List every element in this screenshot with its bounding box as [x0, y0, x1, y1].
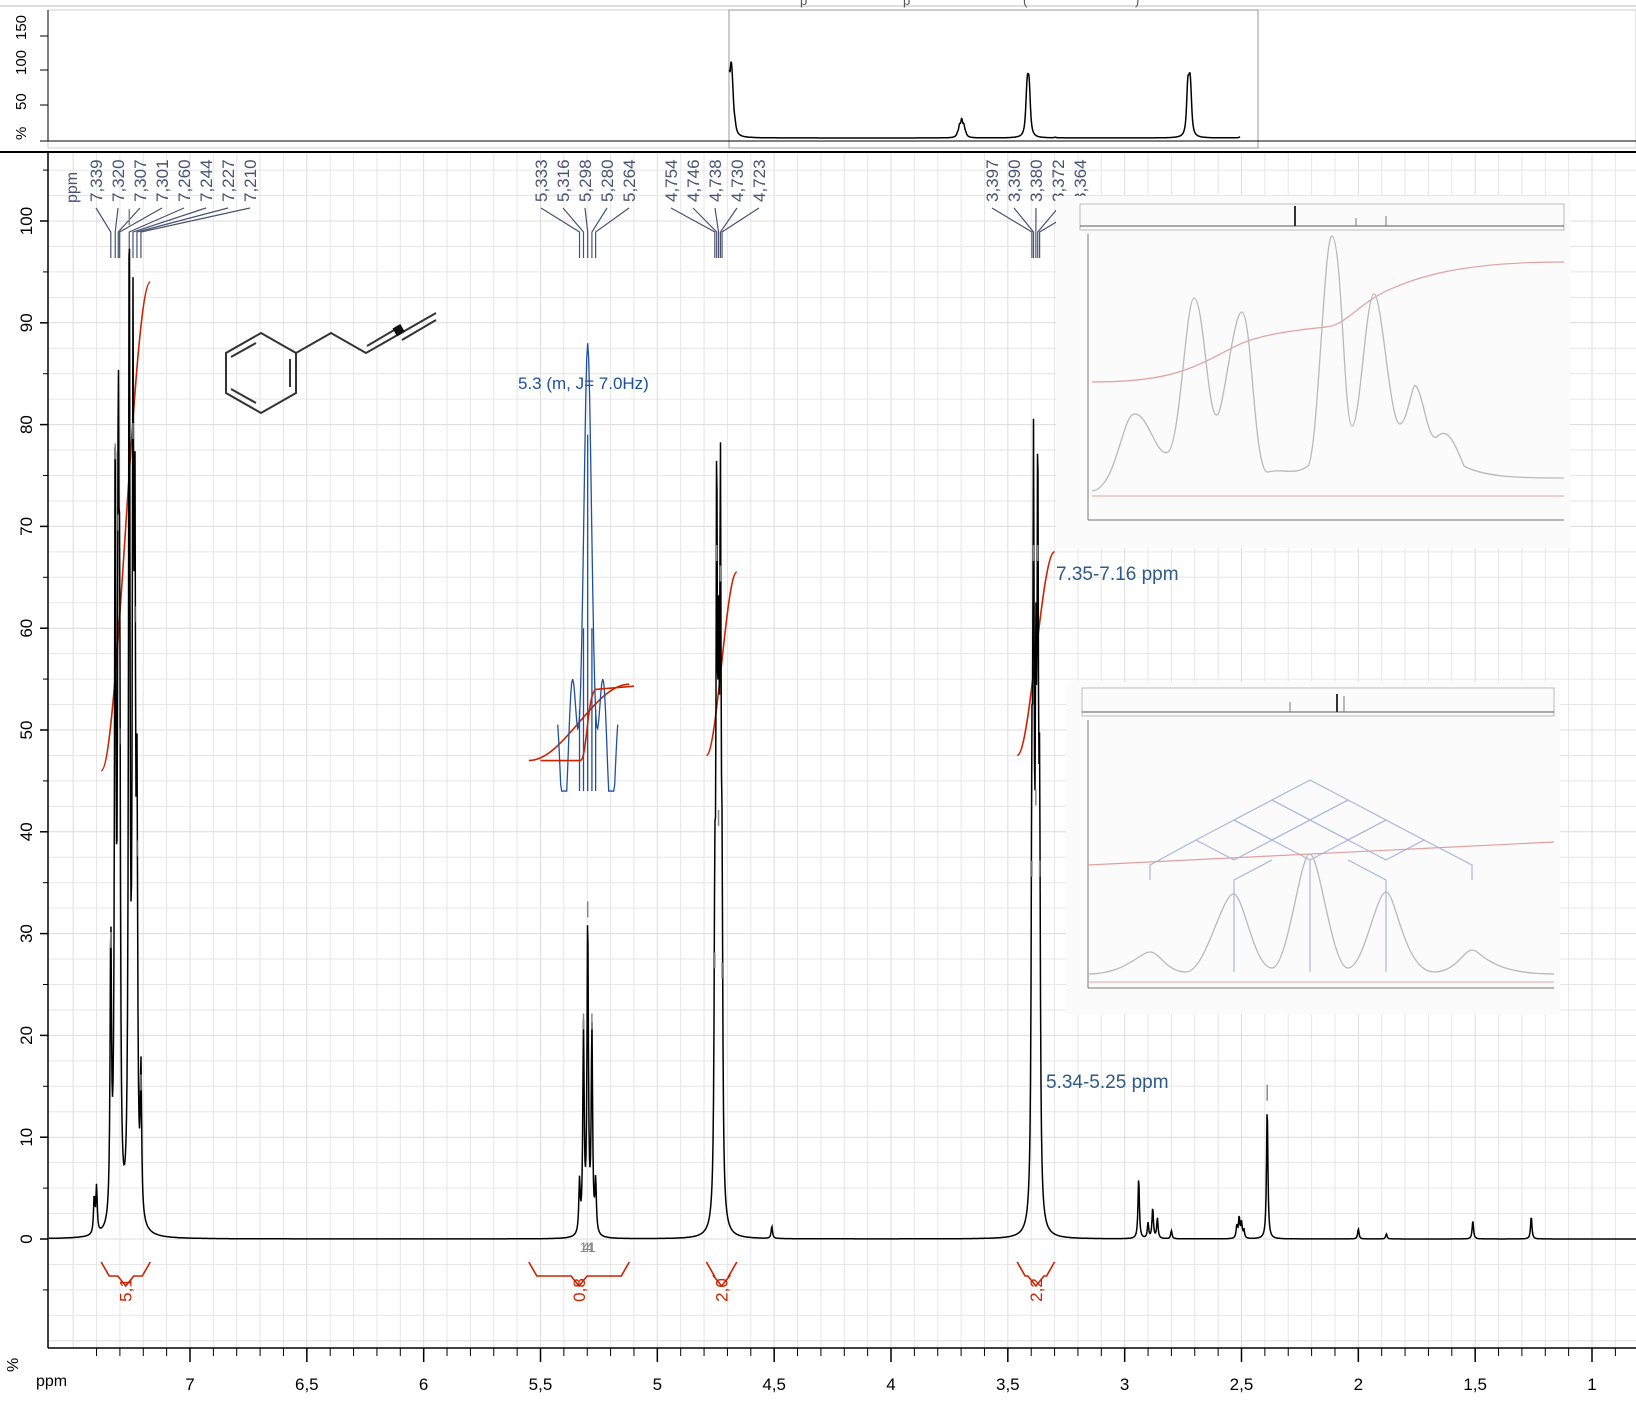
multiplet-count-label: 1 — [588, 1239, 596, 1255]
multiplet-label: 5.3 (m, J= 7.0Hz) — [518, 374, 649, 393]
peak-label: 3,372 — [1049, 159, 1068, 202]
peak-label: 3,380 — [1027, 159, 1046, 202]
peak-label: 5,264 — [620, 159, 639, 202]
x-tick-label: 6,5 — [295, 1375, 319, 1394]
peak-label: 4,754 — [662, 159, 681, 202]
overview-title-c: ( — [1023, 0, 1028, 8]
inset-aromatic-zoom[interactable] — [1056, 196, 1570, 548]
x-tick-label: 7 — [185, 1375, 194, 1394]
peak-label: 3,390 — [1005, 159, 1024, 202]
peak-label: 3,364 — [1071, 159, 1090, 202]
x-tick-label: 1 — [1587, 1375, 1596, 1394]
overview-y-tick-50: 50 — [13, 93, 30, 110]
integral-value: 0,8 — [570, 1278, 589, 1302]
inset-2-caption: 5.34-5.25 ppm — [1046, 1072, 1169, 1093]
y-tick-label: 20 — [17, 1026, 36, 1045]
y-tick-label: 80 — [17, 415, 36, 434]
peak-leader-line — [563, 208, 583, 258]
x-tick-label: 5,5 — [529, 1375, 553, 1394]
peak-leader-line — [720, 208, 737, 258]
peak-leader-line — [1014, 208, 1034, 258]
overview-y-tick-100: 100 — [13, 50, 30, 75]
overview-strip: 150 100 50 % p p ( ) — [0, 0, 1636, 148]
y-tick-label: 90 — [17, 313, 36, 332]
peak-leader-line — [992, 208, 1032, 258]
peak-label: 4,723 — [750, 159, 769, 202]
x-tick-label: 5 — [653, 1375, 662, 1394]
peak-leader-line — [592, 208, 607, 258]
x-tick-label: 4,5 — [762, 1375, 786, 1394]
overview-title-b: p — [903, 0, 910, 8]
y-axis-label: % — [5, 1358, 22, 1372]
x-tick-label: 2,5 — [1230, 1375, 1254, 1394]
integral-value: 2,0 — [713, 1278, 732, 1302]
y-tick-label: 0 — [17, 1234, 36, 1243]
x-tick-label: 6 — [419, 1375, 428, 1394]
x-tick-label: 3,5 — [996, 1375, 1020, 1394]
peak-label: 5,316 — [554, 159, 573, 202]
peak-label-ppm-word: ppm — [64, 172, 81, 203]
peak-label: 3,397 — [983, 159, 1002, 202]
x-tick-label: 1,5 — [1463, 1375, 1487, 1394]
integral-value: 5,1 — [117, 1278, 136, 1302]
overview-title-d: ) — [1135, 0, 1139, 8]
inset-olefinic-zoom[interactable] — [1066, 682, 1560, 1014]
peak-leader-line — [693, 208, 717, 258]
peak-label: 4,746 — [684, 159, 703, 202]
peak-leader-line — [96, 208, 111, 258]
peak-label: 7,301 — [153, 159, 172, 202]
peak-leader-line — [671, 208, 715, 258]
integrals: 5,1 0,8 2,0 2,2 — [101, 282, 1054, 1302]
x-axis-ticks: 7 6,5 6 5,5 5 4,5 4 3,5 3 2,5 2 1,5 1 — [97, 1348, 1616, 1394]
peak-label: 5,280 — [598, 159, 617, 202]
peak-leader-line — [541, 208, 580, 258]
overview-y-unit: % — [13, 127, 30, 140]
peak-label: 7,210 — [241, 159, 260, 202]
x-tick-label: 4 — [886, 1375, 895, 1394]
y-tick-label: 70 — [17, 517, 36, 536]
peak-label: 5,298 — [576, 159, 595, 202]
peak-leader-line — [115, 208, 118, 258]
peak-label: 7,339 — [87, 159, 106, 202]
overview-y-tick-150: 150 — [13, 15, 30, 40]
y-tick-label: 40 — [17, 822, 36, 841]
peak-label: 4,730 — [728, 159, 747, 202]
peak-label: 7,244 — [197, 159, 216, 202]
y-tick-label: 100 — [17, 207, 36, 235]
peak-label: 7,260 — [175, 159, 194, 202]
peak-label: 7,227 — [219, 159, 238, 202]
peak-leader-line — [133, 208, 206, 258]
peak-leader-line — [596, 208, 629, 258]
molecule-structure — [226, 313, 436, 413]
peak-leader-line — [141, 208, 250, 258]
x-tick-label: 2 — [1354, 1375, 1363, 1394]
inset-1-caption: 7.35-7.16 ppm — [1056, 564, 1179, 585]
x-axis-label: ppm — [36, 1373, 67, 1390]
x-tick-label: 3 — [1120, 1375, 1129, 1394]
y-tick-label: 60 — [17, 619, 36, 638]
peak-label: 5,333 — [532, 159, 551, 202]
y-tick-label: 30 — [17, 924, 36, 943]
peak-label: 4,738 — [706, 159, 725, 202]
overview-title-a: p — [800, 0, 807, 8]
peak-label: 7,320 — [109, 159, 128, 202]
y-tick-label: 50 — [17, 721, 36, 740]
y-tick-label: 10 — [17, 1128, 36, 1147]
peak-label: 7,307 — [131, 159, 150, 202]
integral-value: 2,2 — [1027, 1278, 1046, 1302]
